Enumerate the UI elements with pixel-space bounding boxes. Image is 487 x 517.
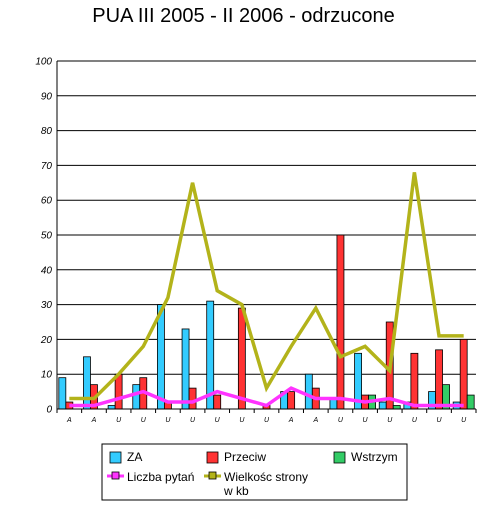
- legend: ZA Przeciw Wstrzym Liczba pytań Wielkośc str…: [101, 443, 408, 501]
- bar-przeciw: [237, 307, 246, 410]
- bar-za: [132, 384, 141, 410]
- legend-label: Wielkośc strony w kb: [223, 470, 308, 498]
- legend-swatch: [109, 451, 122, 464]
- y-tick-label: 90: [41, 91, 53, 102]
- bar-przeciw: [114, 373, 123, 410]
- x-tick-label: U: [436, 417, 442, 424]
- x-tick-label: U: [116, 417, 122, 424]
- y-tick-label: 30: [41, 300, 53, 311]
- x-tick-label: A: [312, 417, 318, 424]
- y-tick-label: 10: [41, 370, 53, 381]
- bar-za: [157, 304, 165, 410]
- x-tick-label: A: [288, 417, 294, 424]
- x-tick-label: A: [66, 417, 72, 424]
- legend-label: Przeciw: [224, 450, 266, 464]
- line-wielko-c-strony-w-kb: [69, 172, 464, 401]
- x-tick-label: U: [190, 417, 196, 424]
- bar-wstrzym: [392, 405, 401, 410]
- axes: 0 10 20 30 40 50 60 70 80 90 100 A A U U U U U U U A A U U U U U U: [35, 57, 477, 424]
- legend-swatch: [206, 451, 219, 464]
- y-tick-label: 100: [35, 57, 52, 68]
- legend-swatch-marker: [208, 471, 217, 480]
- y-tick-label: 20: [40, 335, 53, 346]
- bar-przeciw: [287, 391, 296, 410]
- legend-label: Liczba pytań: [127, 470, 194, 484]
- lines: [69, 172, 464, 408]
- y-tick-label: 0: [46, 405, 52, 416]
- chart-title: PUA III 2005 - II 2006 - odrzucone: [92, 5, 394, 27]
- x-tick-label: U: [264, 417, 270, 424]
- y-tick-label: 60: [41, 196, 53, 207]
- bar-przeciw: [435, 349, 443, 410]
- legend-swatch: [333, 451, 346, 464]
- x-tick-label: U: [338, 417, 344, 424]
- y-tick-label: 70: [41, 161, 53, 172]
- bar-wstrzym: [466, 394, 475, 410]
- bar-za: [304, 373, 313, 410]
- bar-za: [83, 356, 91, 410]
- bar-za: [58, 377, 67, 410]
- bar-przeciw: [410, 352, 419, 410]
- bar-przeciw: [336, 234, 345, 410]
- y-tick-label: 40: [41, 265, 53, 276]
- x-tick-label: U: [412, 417, 418, 424]
- x-tick-label: U: [239, 417, 245, 424]
- x-tick-label: U: [387, 417, 393, 424]
- x-tick-label: A: [91, 417, 97, 424]
- x-tick-label: U: [215, 417, 221, 424]
- bar-za: [378, 401, 387, 410]
- line-liczba-pyta-: [69, 386, 464, 408]
- x-tick-label: U: [141, 417, 147, 424]
- bar-przeciw: [188, 387, 197, 410]
- legend-label: Wstrzym: [351, 450, 398, 464]
- y-tick-label: 50: [41, 231, 53, 242]
- x-tick-label: U: [461, 417, 467, 424]
- bar-za: [181, 328, 190, 410]
- legend-box: [101, 443, 408, 501]
- x-tick-label: U: [363, 417, 369, 424]
- bar-za: [107, 405, 116, 410]
- bar-przeciw: [213, 394, 222, 410]
- grid: [57, 60, 476, 375]
- legend-swatch-marker: [111, 471, 120, 480]
- x-tick-label: U: [165, 417, 171, 424]
- bar-przeciw: [459, 338, 468, 410]
- y-tick-label: 80: [41, 126, 53, 137]
- legend-label: ZA: [127, 450, 142, 464]
